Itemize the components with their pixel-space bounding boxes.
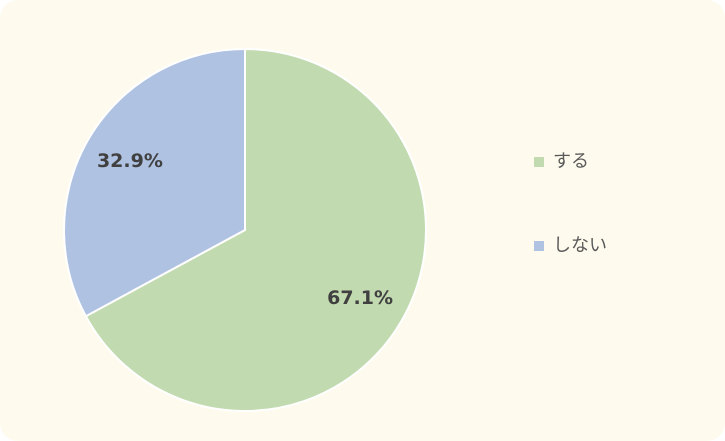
value-label: 67.1% — [327, 287, 393, 309]
legend-label: する — [553, 151, 589, 172]
legend-label: しない — [553, 235, 607, 256]
legend-marker — [534, 241, 544, 251]
value-label: 32.9% — [97, 150, 163, 172]
pie-slice — [84, 47, 427, 412]
pie-slice — [63, 47, 246, 318]
legend-marker — [534, 157, 544, 167]
